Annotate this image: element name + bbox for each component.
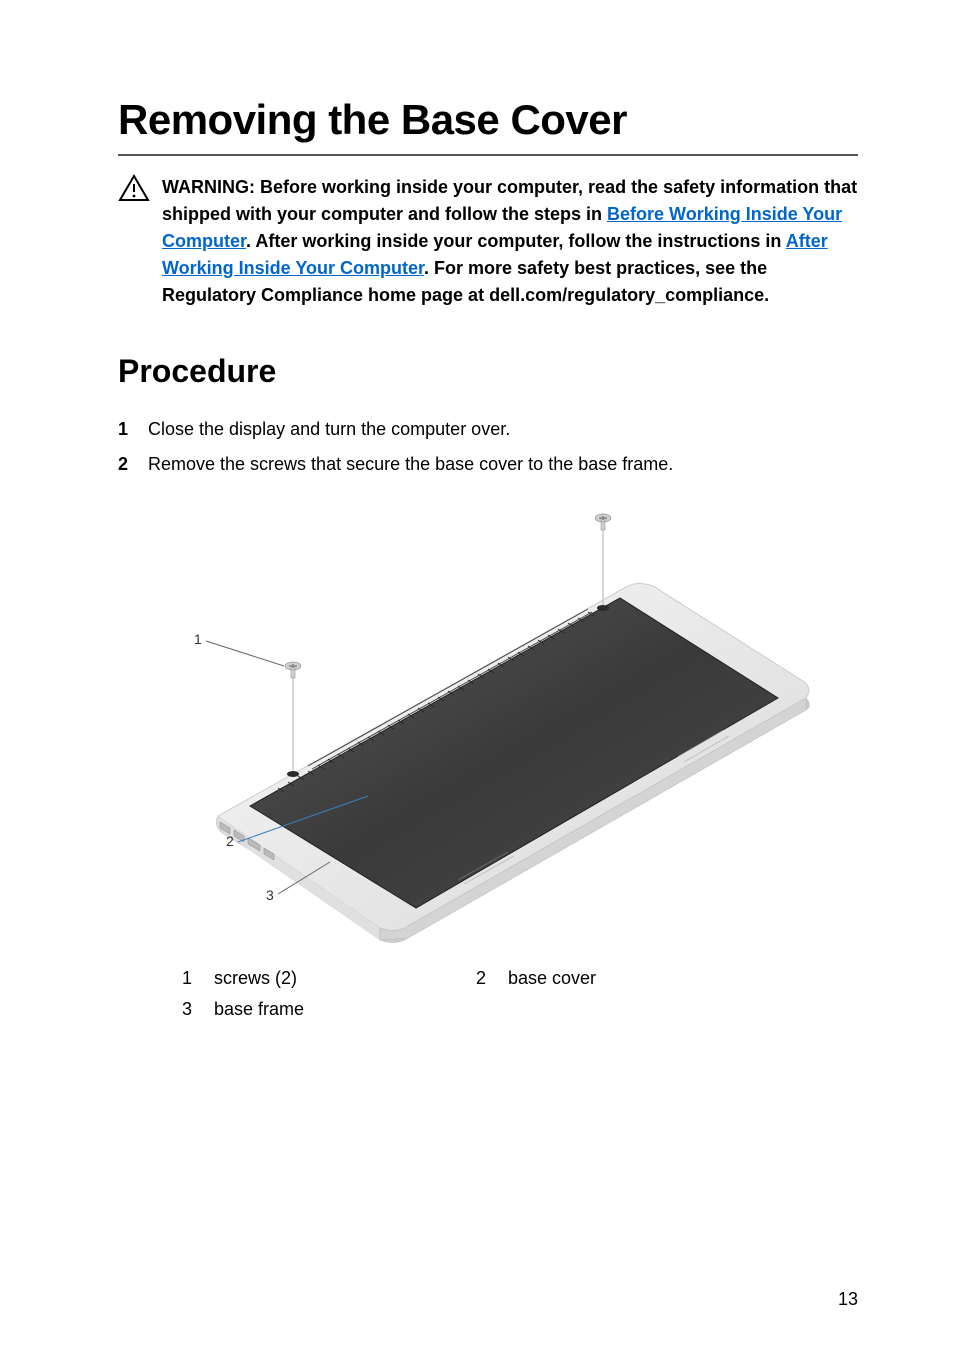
legend-num-1: 1	[182, 964, 212, 993]
legend-label-3: base frame	[214, 995, 474, 1024]
legend-num-2: 2	[476, 964, 506, 993]
warning-mid1: . After working inside your computer, fo…	[246, 231, 786, 251]
figure-base-cover: 1 2 3	[158, 506, 818, 946]
page-title: Removing the Base Cover	[118, 96, 858, 144]
figure-legend: 1 screws (2) 2 base cover 3 base frame	[180, 962, 598, 1026]
page-number: 13	[838, 1289, 858, 1310]
callout-3: 3	[266, 887, 274, 903]
legend-label-2: base cover	[508, 964, 596, 993]
procedure-steps: Close the display and turn the computer …	[118, 416, 858, 478]
legend-num-3: 3	[182, 995, 212, 1024]
step-1: Close the display and turn the computer …	[118, 416, 858, 443]
procedure-heading: Procedure	[118, 353, 858, 390]
title-rule	[118, 154, 858, 156]
callout-1: 1	[194, 631, 202, 647]
warning-text: WARNING: Before working inside your comp…	[162, 174, 858, 309]
warning-block: WARNING: Before working inside your comp…	[118, 174, 858, 309]
warning-icon	[118, 174, 150, 202]
callout-2: 2	[226, 833, 234, 849]
legend-label-1: screws (2)	[214, 964, 474, 993]
step-2: Remove the screws that secure the base c…	[118, 451, 858, 478]
